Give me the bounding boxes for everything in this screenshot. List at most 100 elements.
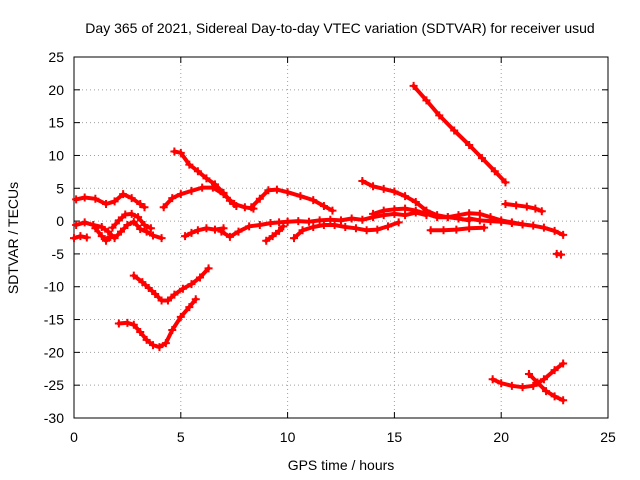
data-point	[435, 111, 444, 120]
data-point	[202, 224, 211, 233]
data-point	[283, 188, 292, 197]
data-point	[129, 217, 138, 226]
data-point	[136, 224, 145, 233]
data-point	[185, 160, 194, 169]
data-series	[70, 81, 568, 405]
data-point	[91, 224, 100, 233]
data-point	[559, 396, 568, 405]
data-point	[219, 188, 228, 197]
data-point	[326, 215, 335, 224]
data-point	[488, 375, 497, 384]
data-point	[490, 167, 499, 176]
data-point	[170, 147, 179, 156]
data-point	[379, 206, 388, 215]
data-point	[108, 223, 117, 232]
series-s19	[426, 223, 489, 235]
x-tick-label: 5	[177, 429, 185, 445]
data-point	[328, 206, 337, 215]
data-point	[524, 370, 533, 379]
data-point	[537, 207, 546, 216]
data-point	[454, 211, 463, 220]
data-point	[390, 187, 399, 196]
data-point	[217, 227, 226, 236]
series-s21	[501, 200, 546, 216]
data-point	[144, 284, 153, 293]
data-point	[294, 217, 303, 226]
data-point	[140, 221, 149, 230]
data-point	[373, 225, 382, 234]
data-point	[193, 167, 202, 176]
data-point	[290, 234, 299, 243]
data-point	[550, 392, 559, 401]
series-s13	[262, 222, 288, 245]
series-s14	[290, 218, 403, 243]
data-point	[539, 223, 548, 232]
data-point	[501, 178, 510, 187]
x-tick-labels: 0 5 10 15 20 25	[70, 429, 616, 445]
data-point	[255, 221, 264, 230]
data-point	[319, 221, 328, 230]
data-point	[358, 177, 367, 186]
data-point	[529, 221, 538, 230]
data-point	[142, 335, 151, 344]
data-point	[70, 234, 78, 243]
data-point	[319, 201, 328, 210]
chart-title: Day 365 of 2021, Sidereal Day-to-day VTE…	[85, 20, 594, 36]
data-point	[531, 204, 540, 213]
data-point	[512, 201, 521, 210]
series-line	[264, 224, 286, 243]
series-s6	[129, 264, 213, 305]
data-point	[411, 198, 420, 207]
y-tick-label: 5	[56, 180, 64, 196]
data-point	[422, 96, 431, 105]
data-point	[337, 216, 345, 225]
series-s1	[72, 190, 149, 212]
y-tick-label: -15	[44, 312, 64, 328]
data-point	[191, 295, 200, 304]
y-tick-label: 25	[48, 49, 64, 65]
x-tick-label: 25	[600, 429, 616, 445]
y-tick-label: 0	[56, 213, 64, 229]
data-point	[76, 232, 85, 241]
x-tick-label: 15	[387, 429, 403, 445]
data-point	[127, 194, 136, 203]
y-tick-label: 20	[48, 82, 64, 98]
data-point	[518, 383, 527, 392]
y-tick-label: 15	[48, 115, 64, 131]
series-s3	[72, 217, 166, 243]
data-point	[149, 231, 158, 240]
series-line	[467, 216, 566, 237]
series-s2	[70, 232, 91, 243]
data-point	[178, 284, 187, 293]
data-point	[146, 224, 155, 233]
data-point	[210, 180, 219, 189]
data-point	[309, 222, 318, 231]
data-point	[202, 174, 211, 183]
data-point	[369, 209, 378, 218]
y-tick-label: -25	[44, 377, 64, 393]
data-point	[159, 203, 168, 212]
data-point	[210, 225, 219, 234]
data-point	[155, 343, 164, 352]
series-s9	[170, 147, 241, 210]
data-point	[97, 232, 106, 241]
series-s22	[552, 249, 566, 259]
x-axis-label: GPS time / hours	[288, 457, 395, 473]
data-point	[390, 205, 399, 214]
data-point	[142, 227, 151, 236]
data-point	[279, 222, 288, 231]
data-point	[401, 192, 410, 201]
series-s7	[114, 295, 200, 352]
data-point	[550, 226, 559, 235]
data-point	[80, 193, 89, 202]
series-s17	[369, 204, 527, 229]
data-point	[452, 225, 461, 234]
series-s5	[108, 209, 155, 233]
data-point	[176, 190, 185, 199]
x-tick-label: 20	[493, 429, 509, 445]
data-point	[110, 234, 119, 243]
series-s20	[465, 214, 568, 239]
series-line	[249, 187, 335, 213]
data-point	[72, 195, 81, 204]
data-point	[106, 232, 115, 241]
